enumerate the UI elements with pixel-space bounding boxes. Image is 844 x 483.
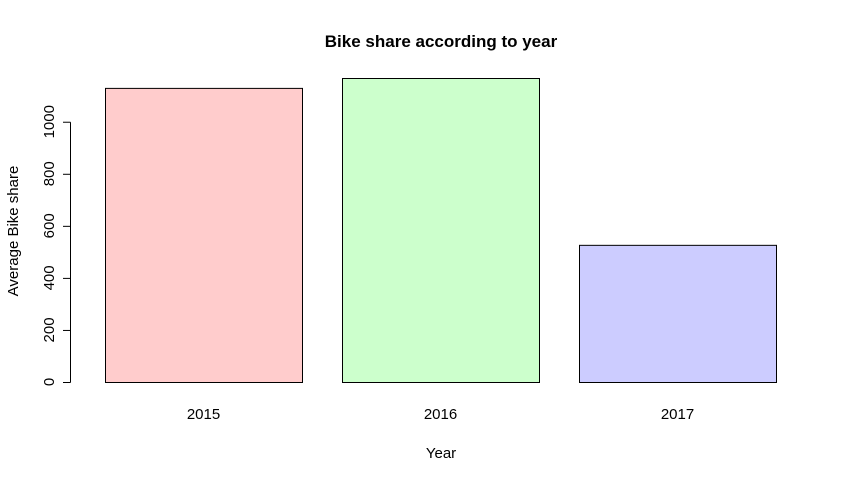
bar-2017 bbox=[579, 244, 777, 383]
x-tick-label-2017: 2017 bbox=[661, 406, 694, 423]
bar-2016 bbox=[342, 78, 540, 383]
x-tick-label-2015: 2015 bbox=[187, 406, 220, 423]
y-axis-label: Average Bike share bbox=[5, 166, 22, 297]
y-tick-label-800: 800 bbox=[41, 161, 58, 186]
y-tick-label-0: 0 bbox=[41, 378, 58, 386]
y-tick-label-600: 600 bbox=[41, 213, 58, 238]
x-axis-label: Year bbox=[426, 445, 456, 462]
bar-2015 bbox=[105, 87, 303, 383]
y-tick-label-200: 200 bbox=[41, 317, 58, 342]
x-tick-label-2016: 2016 bbox=[424, 406, 457, 423]
x-tick-labels: 2015 2016 2017 bbox=[187, 406, 694, 423]
chart-title: Bike share according to year bbox=[325, 32, 558, 51]
y-tick-label-1000: 1000 bbox=[41, 105, 58, 138]
y-axis: 0 200 400 600 800 1000 bbox=[41, 105, 71, 386]
bars-group bbox=[105, 78, 777, 383]
y-tick-label-400: 400 bbox=[41, 265, 58, 290]
